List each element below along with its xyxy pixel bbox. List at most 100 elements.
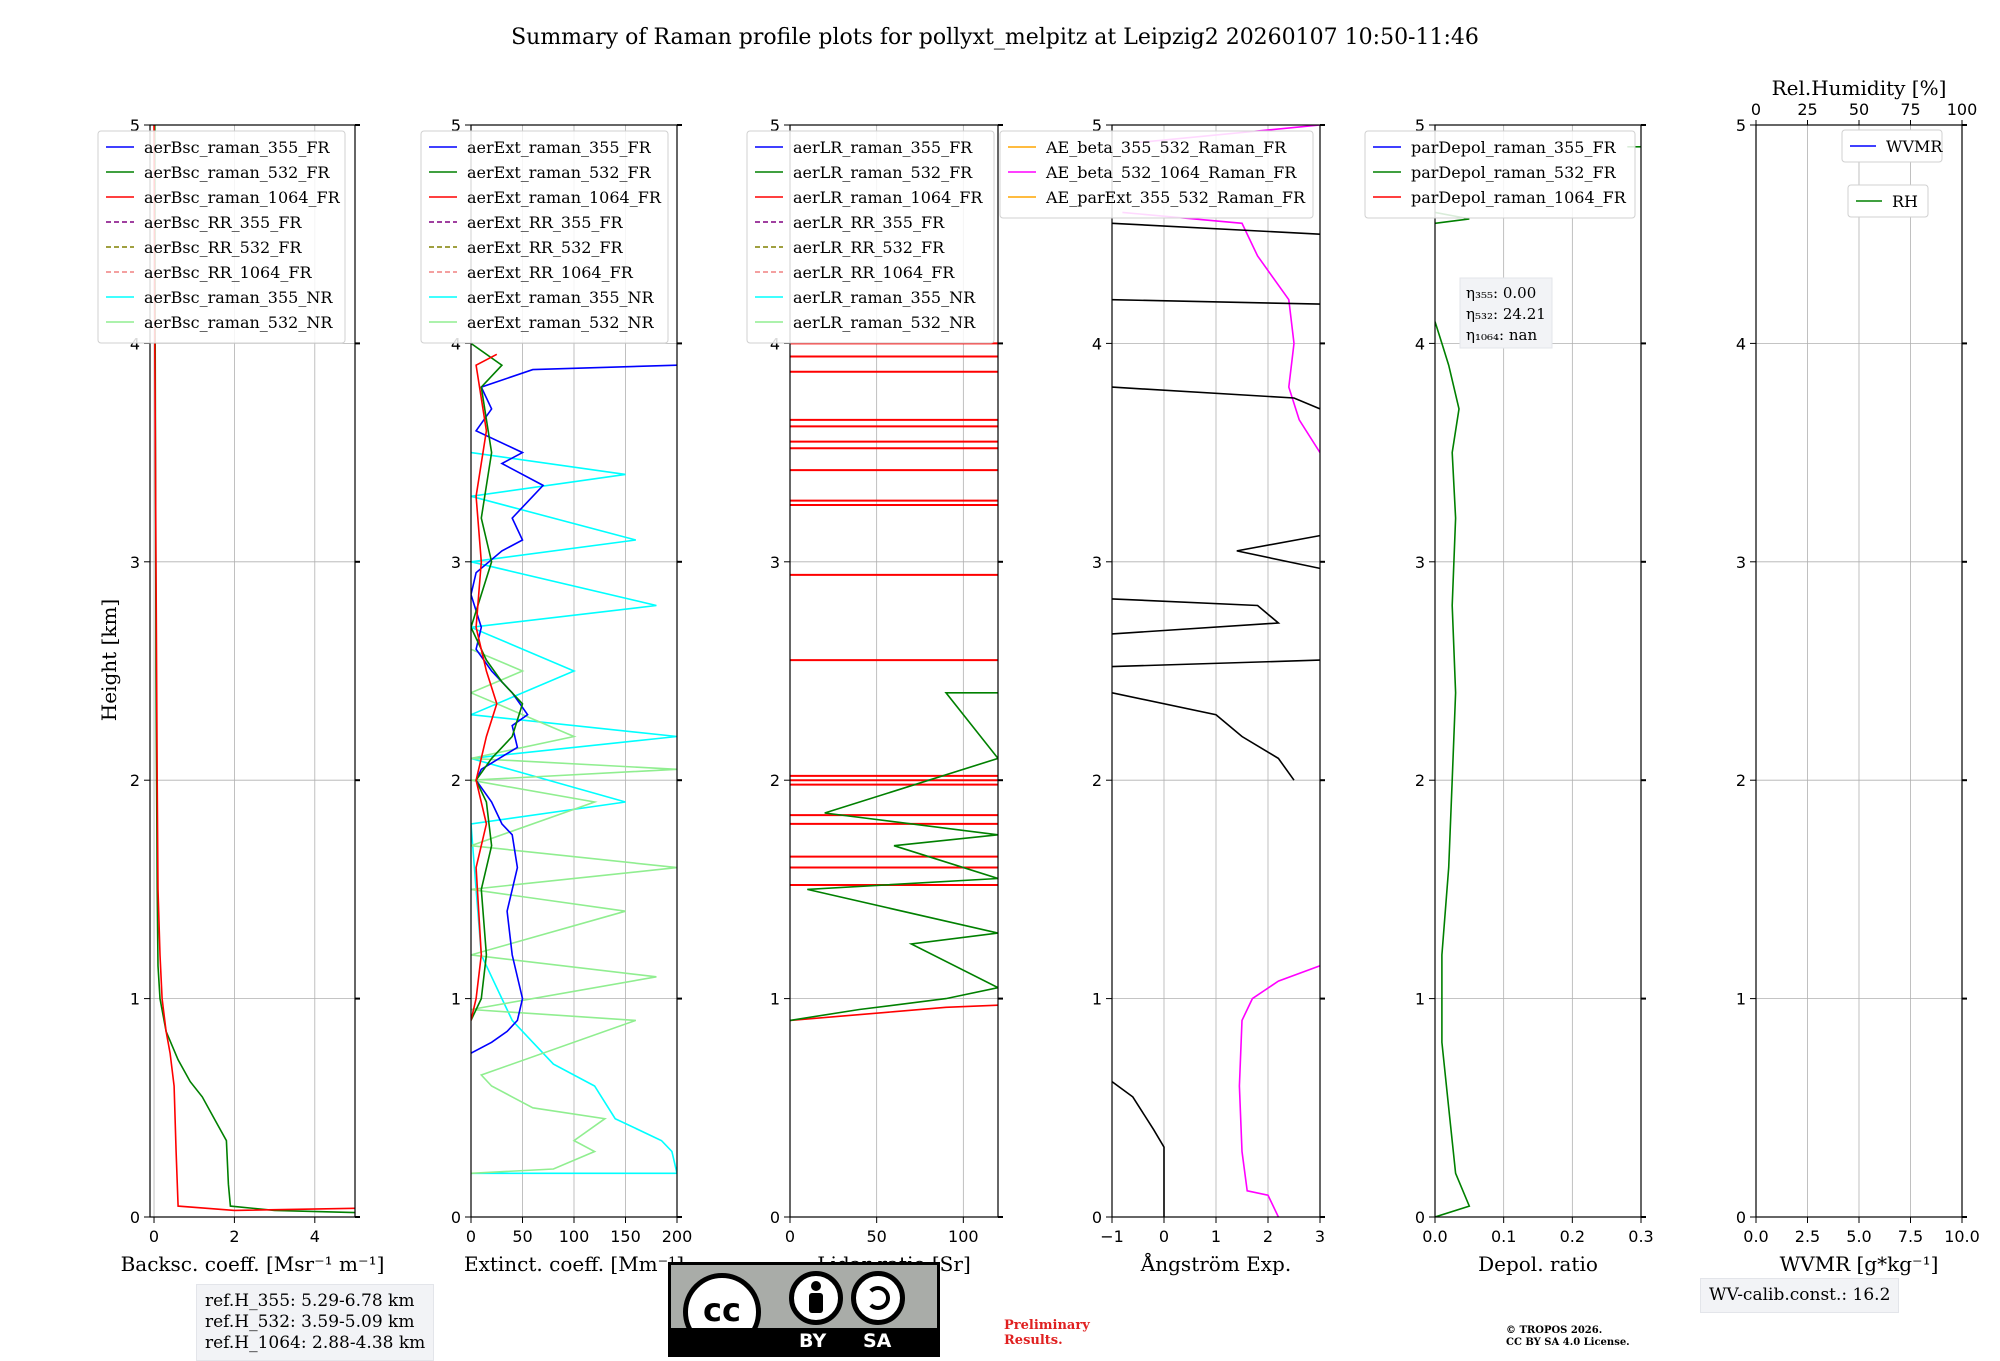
wv-calib-text: WV-calib.const.: 16.2 <box>1709 1285 1891 1305</box>
eta-annotation: η₃₅₅: 0.00 η₅₃₂: 24.21 η₁₀₆₄: nan <box>1459 277 1553 349</box>
by-label: BY <box>799 1330 827 1352</box>
y-tick-label: 0 <box>1415 1208 1425 1227</box>
x-axis-label: Backsc. coeff. [Msr⁻¹ m⁻¹] <box>121 1252 385 1276</box>
legend-label: aerLR_raman_355_NR <box>793 288 976 307</box>
legend-dep: parDepol_raman_355_FR parDepol_raman_532_… <box>1364 130 1636 219</box>
x-tick-label: 1 <box>1211 1227 1221 1246</box>
series-AE_beta_532_1064_Raman_FR <box>1238 965 1320 1217</box>
reference-height-box: ref.H_355: 5.29-6.78 km ref.H_532: 3.59-… <box>196 1284 435 1361</box>
y-tick-label: 3 <box>1092 553 1102 572</box>
x-tick-label: 200 <box>662 1227 693 1246</box>
top-tick-label: 75 <box>1900 100 1920 119</box>
legend-label: aerExt_RR_1064_FR <box>467 263 634 282</box>
plot-area-lr <box>790 342 998 1022</box>
legend-label: parDepol_raman_532_FR <box>1411 163 1617 182</box>
legend-label: aerBsc_RR_355_FR <box>144 213 302 232</box>
series-aerExt_raman_532_FR <box>471 342 524 1021</box>
legend-label: aerLR_raman_532_FR <box>793 163 973 182</box>
x-tick-label: 100 <box>948 1227 979 1246</box>
top-tick-label: 25 <box>1797 100 1817 119</box>
x-tick-label: 2 <box>1263 1227 1273 1246</box>
legend-rh: RH <box>1847 184 1929 218</box>
y-tick-label: 2 <box>1415 771 1425 790</box>
plot-area-bsc <box>153 125 355 1214</box>
x-axis-label: Ångström Exp. <box>1140 1251 1291 1276</box>
y-tick-label: 5 <box>1736 116 1746 135</box>
panel-lr: 050100012345Lidar ratio [Sr]aerLR_raman_… <box>746 116 1003 1276</box>
legend-wvmr: WVMR <box>1841 129 1943 163</box>
panel-ext: 0 50 100 150 200 0 1 2 3 4 5 Extinct. coeff. [Mm⁻¹]… <box>420 116 693 1276</box>
y-tick-label: 1 <box>1736 990 1746 1009</box>
y-tick-label: 3 <box>1415 553 1425 572</box>
series-AE_parExt_355_532_Raman_FR <box>1112 298 1320 305</box>
y-tick-label: 0 <box>451 1208 461 1227</box>
legend-label: aerLR_raman_532_NR <box>793 313 976 332</box>
legend-label: AE_beta_355_532_Raman_FR <box>1045 138 1287 157</box>
series-AE_parExt_355_532_Raman_FR <box>1112 598 1281 635</box>
axes-frame <box>1434 124 1642 1218</box>
ref-height-532: ref.H_532: 3.59-5.09 km <box>205 1312 415 1332</box>
legend-ext: aerExt_raman_355_FR aerExt_raman_532_FRae… <box>420 130 669 344</box>
legend-label: aerExt_RR_532_FR <box>467 238 624 257</box>
y-tick-label: 4 <box>1092 334 1102 353</box>
top-axis-label: Rel.Humidity [%] <box>1772 76 1947 100</box>
license-strip <box>671 1328 937 1354</box>
series-AE_beta_532_1064_Raman_FR <box>1122 211 1320 454</box>
panel-bsc: 0 2 4 0 1 2 3 4 5 Backsc. coeff. [Msr⁻¹ m⁻¹] aerBs… <box>97 116 385 1276</box>
y-tick-label: 0 <box>1736 1208 1746 1227</box>
x-tick-label: −1 <box>1100 1227 1124 1246</box>
legend-label: aerBsc_RR_1064_FR <box>144 263 313 282</box>
preliminary-note: Preliminary Results. <box>1004 1318 1090 1348</box>
y-tick-label: 5 <box>770 116 780 135</box>
legend-label: aerExt_RR_355_FR <box>467 213 624 232</box>
axes-frame <box>789 124 999 1218</box>
y-tick-label: 3 <box>451 553 461 572</box>
y-tick-label: 1 <box>770 990 780 1009</box>
legend-label: aerBsc_RR_532_FR <box>144 238 302 257</box>
x-tick-label: 4 <box>310 1227 320 1246</box>
panel-wv: 0.0 2.5 5.0 7.5 10.0 0 1 2 3 4 5 WVMR [g*kg⁻¹] 0 25 50… <box>1736 76 1980 1276</box>
legend-label: aerExt_raman_355_NR <box>467 288 655 307</box>
top-tick-label: 50 <box>1849 100 1869 119</box>
eta-value: η₃₅₅: 0.00 <box>1466 284 1536 302</box>
x-tick-label: 2 <box>229 1227 239 1246</box>
legend-label: parDepol_raman_1064_FR <box>1411 188 1627 207</box>
axes-frame <box>1111 124 1321 1218</box>
y-tick-label: 2 <box>1736 771 1746 790</box>
legend-label: aerBsc_raman_1064_FR <box>144 188 341 207</box>
legend-ae: AE_beta_355_532_Raman_FR AE_beta_532_1064… <box>999 130 1314 219</box>
x-tick-label: 0 <box>466 1227 476 1246</box>
y-tick-label: 3 <box>770 553 780 572</box>
x-tick-label: 10.0 <box>1944 1227 1980 1246</box>
x-axis-label: WVMR [g*kg⁻¹] <box>1780 1252 1939 1276</box>
y-tick-label: 1 <box>451 990 461 1009</box>
series-AE_parExt_355_532_Raman_FR <box>1236 534 1320 570</box>
top-tick-label: 100 <box>1947 100 1978 119</box>
legend-label: aerBsc_raman_532_NR <box>144 313 333 332</box>
copyright-note: © TROPOS 2026. CC BY SA 4.0 License. <box>1506 1325 1630 1348</box>
eta-value: η₅₃₂: 24.21 <box>1466 305 1546 323</box>
series-AE_parExt_355_532_Raman_FR <box>1112 1080 1165 1217</box>
legend-label: aerLR_RR_355_FR <box>793 213 945 232</box>
x-tick-label: 0 <box>1159 1227 1169 1246</box>
x-tick-label: 0.0 <box>1743 1227 1768 1246</box>
share-alike-icon <box>851 1271 905 1325</box>
y-tick-label: 0 <box>1092 1208 1102 1227</box>
panel-dep: 0.0 0.1 0.2 0.3 0 1 2 3 4 5 Depol. ratio parDepol_r… <box>1364 116 1654 1276</box>
y-tick-label: 4 <box>451 334 461 353</box>
legend-label: WVMR <box>1886 137 1943 156</box>
series-AE_parExt_355_532_Raman_FR <box>1112 222 1320 235</box>
x-tick-label: 7.5 <box>1898 1227 1923 1246</box>
y-tick-label: 0 <box>130 1208 140 1227</box>
x-tick-label: 50 <box>866 1227 886 1246</box>
y-tick-label: 3 <box>1736 553 1746 572</box>
ref-height-355: ref.H_355: 5.29-6.78 km <box>205 1291 415 1311</box>
legend-lr: aerLR_raman_355_FR aerLR_raman_532_FR aerL… <box>746 130 995 344</box>
legend-label: aerExt_raman_1064_FR <box>467 188 662 207</box>
legend-label: aerExt_raman_355_FR <box>467 138 652 157</box>
ref-height-1064: ref.H_1064: 2.88-4.38 km <box>205 1333 426 1353</box>
x-tick-label: 0.0 <box>1422 1227 1447 1246</box>
legend-label: parDepol_raman_355_FR <box>1411 138 1617 157</box>
series-aerLR_raman_1064_FR <box>790 1004 998 1022</box>
